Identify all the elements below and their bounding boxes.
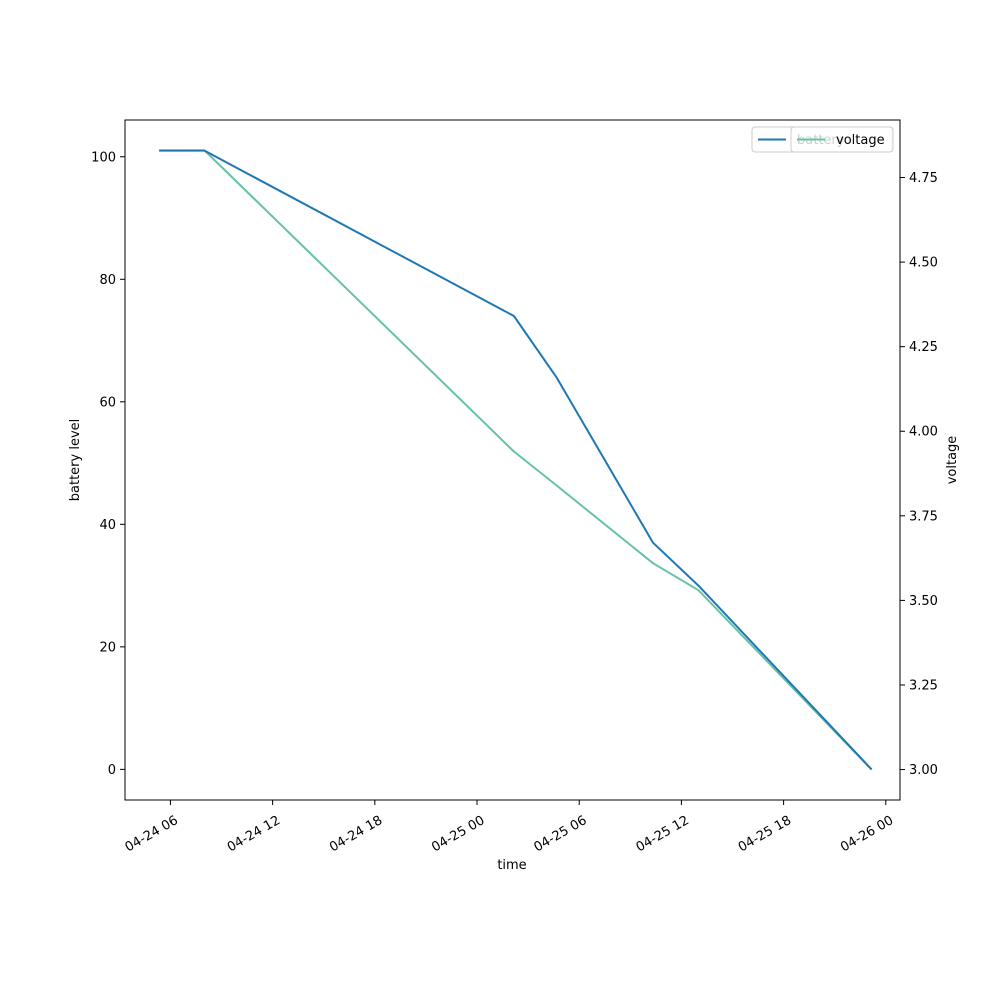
y2-tick-label: 3.25	[909, 678, 938, 693]
x-tick-label: 04-24 12	[225, 813, 283, 855]
y2-tick-label: 3.00	[909, 763, 938, 778]
y2-tick-label: 4.75	[909, 171, 938, 186]
x-tick-label: 04-25 00	[429, 813, 487, 855]
y-axis-left: 0 20 40 60 80 100	[91, 150, 125, 778]
y-axis-label: battery level	[68, 419, 83, 502]
x-tick-label: 04-25 06	[531, 813, 589, 855]
y-axis-right: 3.00 3.25 3.50 3.75 4.00 4.25 4.50 4.75	[900, 171, 938, 778]
y2-tick-label: 3.50	[909, 594, 938, 609]
y2-tick-label: 4.25	[909, 340, 938, 355]
y2-axis-label: voltage	[945, 436, 960, 485]
y-tick-label: 0	[108, 763, 116, 778]
legend-voltage: voltage	[790, 126, 894, 153]
series-layer	[159, 149, 873, 771]
x-tick-label: 04-24 18	[327, 813, 385, 855]
x-tick-label: 04-24 06	[123, 813, 181, 855]
y2-tick-label: 4.50	[909, 256, 938, 271]
y-tick-label: 60	[99, 395, 116, 410]
x-tick-label: 04-25 18	[736, 813, 794, 855]
y-tick-label: 80	[99, 273, 116, 288]
x-axis: 04-24 06 04-24 12 04-24 18 04-25 00 04-25 06…	[123, 800, 896, 855]
y-tick-label: 40	[99, 518, 116, 533]
x-tick-label: 04-25 12	[634, 813, 692, 855]
series-line-voltage	[159, 149, 873, 771]
plot-frame	[124, 119, 901, 801]
legend-voltage-box	[790, 126, 894, 153]
legend-voltage-label: voltage	[836, 133, 885, 148]
y2-tick-label: 3.75	[909, 509, 938, 524]
y-tick-label: 100	[91, 150, 116, 165]
series-line-battery	[159, 149, 873, 771]
x-axis-label: time	[497, 858, 526, 873]
y-tick-label: 20	[99, 640, 116, 655]
x-tick-label: 04-26 00	[838, 813, 896, 855]
y2-tick-label: 4.00	[909, 425, 938, 440]
